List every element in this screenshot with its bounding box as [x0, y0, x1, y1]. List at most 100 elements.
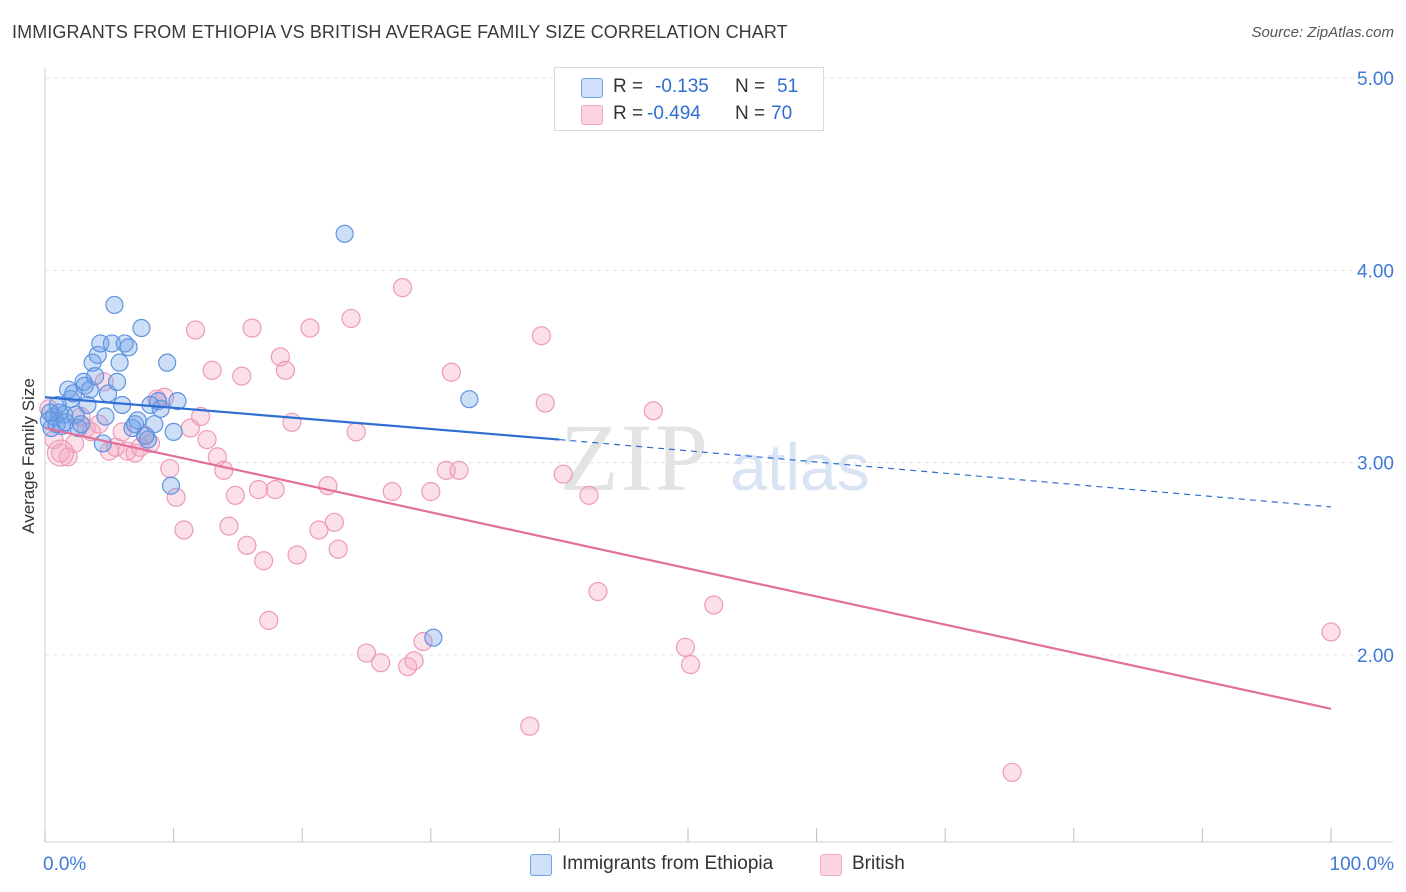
ethiopia-point	[132, 318, 151, 338]
british-point	[341, 308, 361, 329]
ethiopia-point	[105, 295, 124, 315]
british-point	[237, 535, 257, 555]
ethiopia-point	[119, 338, 138, 357]
british-point	[704, 595, 724, 615]
y-tick-label: 3.00	[1357, 454, 1394, 475]
stats-row-british: R = -0.494 N = 70	[555, 101, 823, 127]
british-point	[94, 372, 114, 392]
british-point	[1002, 762, 1022, 782]
ethiopia-point	[158, 353, 177, 372]
ethiopia-point	[151, 399, 170, 418]
y-tick-labels: 2.00 3.00 4.00 5.00	[1357, 69, 1394, 667]
british-point	[242, 318, 262, 338]
british-point	[259, 610, 279, 630]
british-point	[675, 637, 696, 657]
ethiopia-point	[48, 395, 67, 415]
watermark-zip: ZIP	[560, 404, 710, 511]
ethiopia-point	[71, 415, 91, 434]
ethiopia-point	[88, 345, 107, 365]
n-value: 70	[771, 103, 793, 124]
x-tick-label: 0.0%	[43, 854, 86, 875]
ethiopia-point	[128, 411, 147, 430]
british-point	[275, 360, 296, 380]
ethiopia-point	[86, 367, 105, 386]
ethiopia-legend-swatch	[530, 854, 552, 876]
british-point	[219, 516, 239, 536]
british-point	[531, 326, 551, 346]
ethiopia-point	[110, 353, 129, 372]
ethiopia-point	[335, 224, 354, 243]
british-point	[356, 643, 377, 663]
ethiopia-trend-extension	[559, 438, 1332, 508]
british-points	[39, 278, 1341, 782]
british-point	[197, 429, 217, 450]
legend-label: Immigrants from Ethiopia	[562, 853, 774, 874]
axes	[44, 68, 1393, 843]
british-point	[413, 631, 433, 652]
ethiopia-point	[93, 434, 112, 453]
british-point	[300, 318, 320, 338]
trend-lines	[44, 396, 1332, 710]
ethiopia-point	[424, 628, 443, 647]
british-point	[309, 520, 329, 540]
watermark: ZIP atlas	[560, 404, 870, 511]
stats-legend: R = -0.135 N = 51 R = -0.494 N = 70	[554, 67, 824, 131]
british-point	[46, 439, 75, 467]
legend-item-ethiopia[interactable]: Immigrants from Ethiopia	[530, 851, 800, 877]
british-point	[441, 362, 461, 382]
british-point	[588, 581, 608, 602]
british-trend-line	[44, 426, 1332, 710]
british-point	[449, 460, 469, 480]
grid-lines	[45, 77, 1393, 656]
british-point	[232, 366, 252, 386]
ethiopia-point	[78, 395, 97, 415]
r-value: -0.135	[655, 76, 709, 97]
ethiopia-point	[164, 422, 183, 441]
british-point	[392, 278, 413, 298]
british-point	[579, 485, 599, 505]
british-point	[265, 479, 285, 500]
british-point	[382, 481, 402, 502]
ethiopia-point	[138, 430, 157, 449]
ethiopia-point	[161, 476, 181, 495]
ethiopia-point	[460, 390, 479, 409]
british-point	[214, 460, 234, 480]
british-swatch	[581, 105, 603, 125]
british-point	[225, 485, 245, 505]
chart-title: IMMIGRANTS FROM ETHIOPIA VS BRITISH AVER…	[12, 22, 788, 42]
ethiopia-point	[41, 403, 60, 422]
r-label: R =	[613, 103, 644, 124]
ethiopia-points	[39, 224, 479, 647]
ethiopia-point	[80, 380, 100, 399]
british-point	[166, 487, 186, 507]
watermark-atlas: atlas	[730, 430, 869, 504]
british-point	[346, 422, 366, 442]
ethiopia-point	[96, 407, 115, 426]
n-value: 51	[777, 76, 799, 97]
stats-row-ethiopia: R = -0.135 N = 51	[555, 74, 823, 100]
british-point	[680, 655, 701, 675]
n-label: N =	[735, 76, 766, 97]
british-point	[191, 406, 211, 427]
ethiopia-swatch	[581, 78, 603, 98]
british-point	[324, 512, 344, 532]
x-tick-label: 100.0%	[1330, 854, 1395, 875]
british-point	[520, 716, 540, 736]
british-point	[174, 520, 194, 540]
r-label: R =	[613, 76, 644, 97]
british-point	[328, 539, 348, 559]
british-point	[248, 479, 269, 500]
british-point	[371, 653, 391, 673]
british-point	[643, 401, 663, 421]
british-point	[202, 360, 222, 380]
british-point	[287, 545, 307, 565]
legend-label: British	[852, 853, 905, 874]
british-point	[421, 481, 441, 502]
ethiopia-point	[107, 372, 127, 391]
r-value: -0.494	[647, 103, 701, 124]
legend-item-british[interactable]: British	[820, 851, 940, 877]
x-tick-labels: 0.0% 100.0%	[43, 854, 1394, 875]
british-point	[160, 458, 180, 479]
ethiopia-trend-line	[44, 396, 560, 441]
